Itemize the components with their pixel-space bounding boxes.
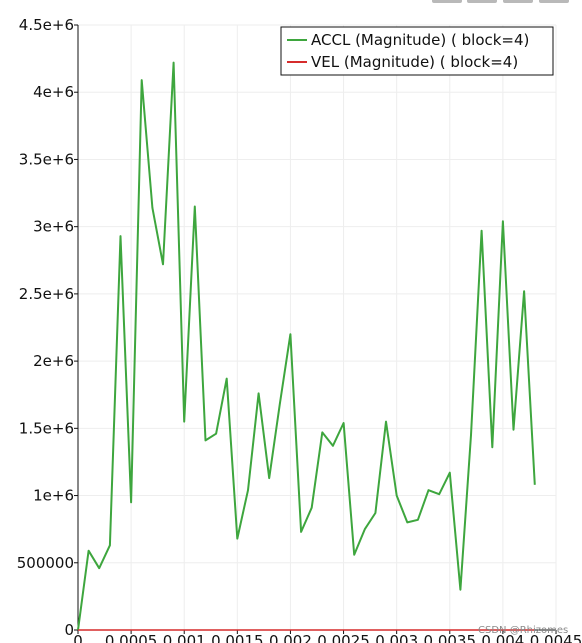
- watermark-text: CSDN @Rhizomes: [478, 625, 568, 636]
- y-tick-label-7: 3.5e+6: [19, 150, 74, 168]
- x-tick-label-1: 0.0005: [105, 632, 158, 643]
- x-tick-label-3: 0.0015: [211, 632, 264, 643]
- legend-box: [280, 26, 554, 76]
- x-tick-label-6: 0.003: [375, 632, 418, 643]
- y-tick-label-4: 2e+6: [33, 352, 74, 370]
- toolbar-button-4[interactable]: [539, 0, 569, 3]
- x-tick-label-8: 0.004: [481, 632, 524, 643]
- toolbar-button-1[interactable]: [432, 0, 462, 3]
- legend[interactable]: ACCL (Magnitude) ( block=4) VEL (Magnitud…: [280, 26, 554, 76]
- x-tick-label-2: 0.001: [163, 632, 206, 643]
- y-tick-label-3: 1.5e+6: [19, 419, 74, 437]
- y-tick-label-0: 0: [64, 621, 74, 639]
- x-tick-label-5: 0.0025: [317, 632, 370, 643]
- y-tick-label-1: 500000: [17, 554, 74, 572]
- y-tick-label-5: 2.5e+6: [19, 285, 74, 303]
- x-tick-label-9: 0.0045: [530, 632, 582, 643]
- legend-label-0[interactable]: ACCL (Magnitude) ( block=4): [311, 31, 529, 49]
- toolbar-button-2[interactable]: [467, 0, 497, 3]
- y-tick-label-9: 4.5e+6: [19, 16, 74, 34]
- x-tick-label-4: 0.002: [269, 632, 312, 643]
- toolbar-button-3[interactable]: [503, 0, 533, 3]
- x-tick-label-0: 0: [73, 632, 83, 643]
- x-tick-label-7: 0.0035: [424, 632, 477, 643]
- legend-label-1[interactable]: VEL (Magnitude) ( block=4): [311, 53, 518, 71]
- plot-area[interactable]: [77, 61, 536, 631]
- y-tick-label-2: 1e+6: [33, 487, 74, 505]
- grid-lines: [77, 24, 557, 631]
- y-tick-label-6: 3e+6: [33, 218, 74, 236]
- series-line-0[interactable]: [77, 61, 536, 631]
- y-tick-label-8: 4e+6: [33, 83, 74, 101]
